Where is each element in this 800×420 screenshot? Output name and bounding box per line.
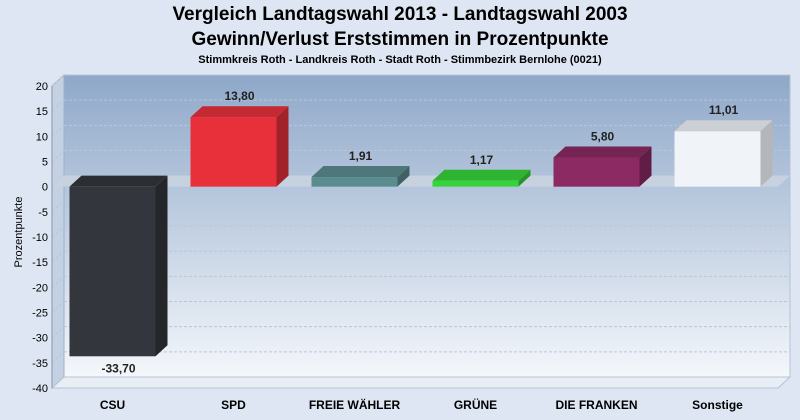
grid-line-side bbox=[51, 326, 65, 339]
bar-side bbox=[639, 146, 652, 187]
bar-side bbox=[760, 120, 773, 187]
y-tick-label: -40 bbox=[32, 383, 48, 395]
bar-top bbox=[674, 120, 773, 132]
bar-top bbox=[190, 106, 289, 118]
grid-line-side bbox=[51, 200, 65, 213]
y-tick-label: -10 bbox=[32, 232, 48, 244]
bar-front bbox=[311, 177, 398, 187]
y-tick-label: -35 bbox=[32, 358, 48, 370]
plot-side-wall bbox=[51, 73, 65, 390]
grid-line-side bbox=[51, 250, 65, 263]
bar-front bbox=[553, 157, 640, 187]
x-tick-label: FREIE WÄHLER bbox=[309, 397, 401, 412]
bar-top bbox=[311, 166, 410, 178]
bar-top bbox=[69, 175, 168, 187]
y-tick-label: 10 bbox=[36, 131, 48, 143]
y-tick-label: -25 bbox=[32, 308, 48, 320]
grid-line-side bbox=[51, 225, 65, 238]
x-tick-label: Sonstige bbox=[692, 398, 743, 412]
bar-front bbox=[432, 180, 519, 187]
bar-grüne bbox=[432, 169, 531, 187]
chart-title: Vergleich Landtagswahl 2013 - Landtagswa… bbox=[172, 4, 628, 25]
grid-line-side bbox=[51, 150, 65, 162]
chart-subtitle: Gewinn/Verlust Erststimmen in Prozentpun… bbox=[191, 29, 609, 50]
grid-line-side bbox=[51, 124, 65, 137]
data-label: 13,80 bbox=[224, 89, 254, 103]
x-tick-label: CSU bbox=[100, 398, 125, 412]
data-label: 5,80 bbox=[591, 129, 615, 143]
bar-side bbox=[518, 169, 531, 187]
x-tick-label: GRÜNE bbox=[454, 397, 497, 412]
grid-line-side bbox=[51, 351, 65, 364]
y-tick-label: -5 bbox=[38, 207, 48, 219]
bar-front bbox=[674, 131, 761, 187]
grid-line-side bbox=[51, 301, 65, 313]
bar-top bbox=[553, 146, 652, 158]
x-tick-label: DIE FRANKEN bbox=[555, 398, 637, 412]
bar-front bbox=[69, 186, 156, 357]
y-tick-label: 20 bbox=[36, 81, 48, 93]
y-tick-label: -15 bbox=[32, 257, 48, 269]
y-tick-label: -30 bbox=[32, 333, 48, 345]
bar-csu bbox=[69, 175, 168, 357]
data-label: 1,91 bbox=[349, 149, 373, 163]
y-tick-label: 15 bbox=[36, 106, 48, 118]
y-tick-label: 0 bbox=[42, 182, 48, 194]
grid-line-side bbox=[51, 275, 65, 288]
bar-side bbox=[155, 175, 168, 357]
y-axis-label: Prozentpunkte bbox=[13, 197, 25, 268]
x-tick-label: SPD bbox=[221, 398, 246, 412]
bar-side bbox=[397, 166, 410, 187]
chart-subtitle-location: Stimmkreis Roth - Landkreis Roth - Stadt… bbox=[198, 54, 602, 66]
data-label: -33,70 bbox=[101, 361, 135, 375]
grid-line-side bbox=[51, 74, 65, 87]
data-label: 11,01 bbox=[709, 103, 739, 117]
grid-line-side bbox=[51, 99, 65, 112]
plot-floor bbox=[50, 376, 792, 389]
bar-freie-wähler bbox=[311, 166, 410, 187]
bar-top bbox=[432, 169, 531, 181]
bar-spd bbox=[190, 106, 289, 187]
y-tick-label: 5 bbox=[42, 157, 48, 169]
data-label: 1,17 bbox=[470, 153, 494, 167]
bar-side bbox=[276, 106, 289, 187]
bar-die-franken bbox=[553, 146, 652, 187]
bar-front bbox=[190, 117, 277, 187]
bar-sonstige bbox=[674, 120, 773, 187]
y-tick-label: -20 bbox=[32, 282, 48, 294]
